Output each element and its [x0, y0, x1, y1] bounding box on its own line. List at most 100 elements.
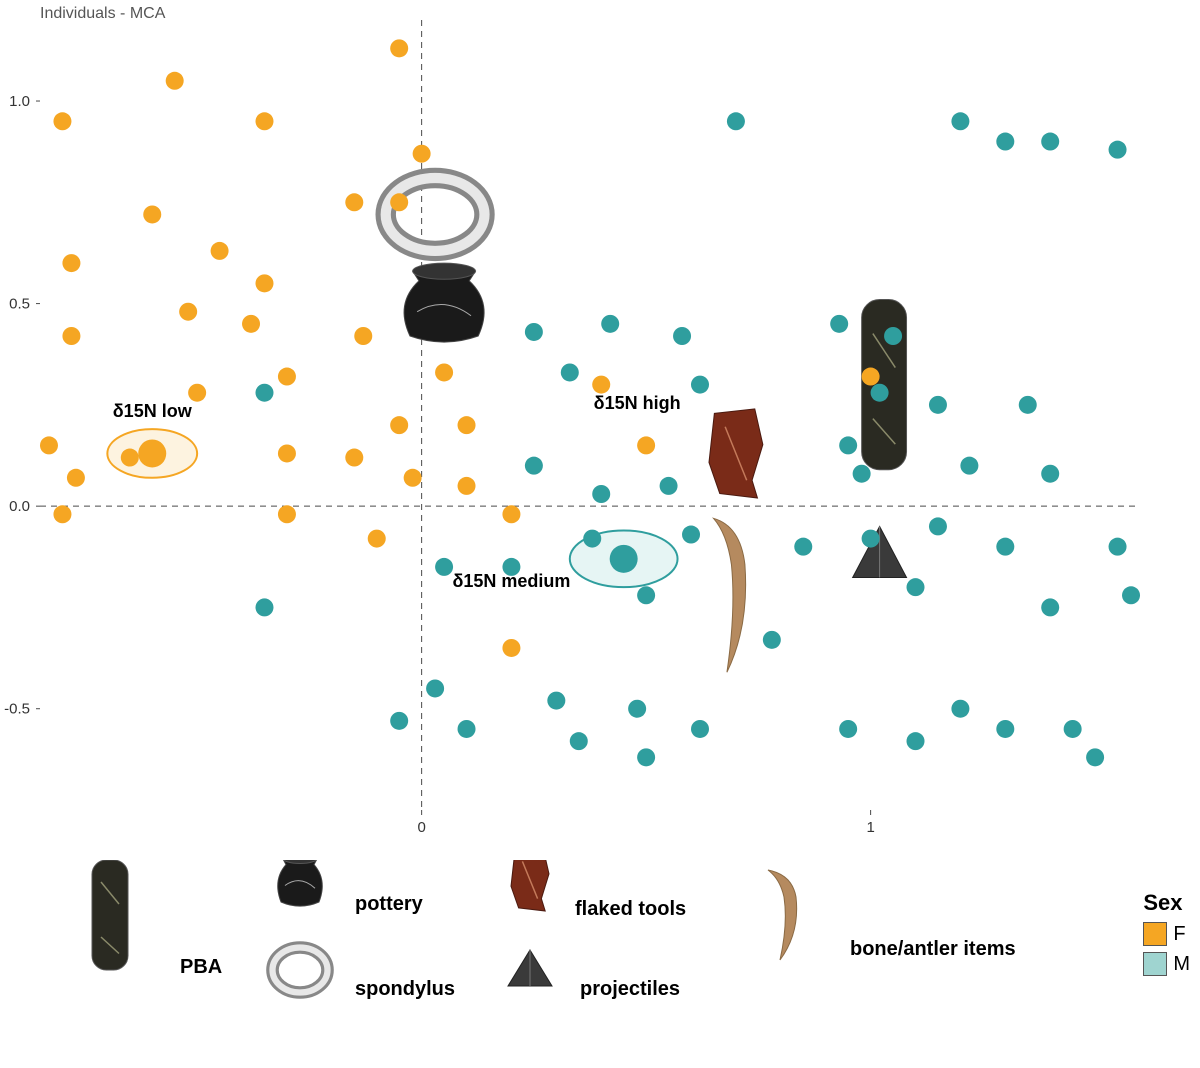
- artifact-legend: PBApotteryspondylusflaked toolsprojectil…: [40, 860, 1160, 1060]
- scatter-point: [996, 133, 1014, 151]
- legend-pba-label: PBA: [180, 956, 222, 978]
- scatter-point: [996, 720, 1014, 738]
- chart-title: Individuals - MCA: [40, 5, 166, 22]
- scatter-point: [628, 700, 646, 718]
- sex-swatch-m: [1143, 952, 1167, 976]
- scatter-point: [62, 327, 80, 345]
- sex-legend-title: Sex: [1143, 890, 1190, 916]
- scatter-point: [179, 303, 197, 321]
- scatter-point: [601, 315, 619, 333]
- scatter-point: [592, 485, 610, 503]
- scatter-point: [839, 720, 857, 738]
- legend-antler-label: bone/antler items: [850, 938, 1016, 960]
- scatter-point: [390, 39, 408, 57]
- scatter-point: [996, 538, 1014, 556]
- scatter-point: [458, 720, 476, 738]
- scatter-point: [278, 505, 296, 523]
- annotation-label: δ15N low: [113, 401, 193, 421]
- sex-swatch-f: [1143, 922, 1167, 946]
- scatter-point: [907, 578, 925, 596]
- scatter-point: [435, 363, 453, 381]
- y-tick-label: 1.0: [9, 93, 30, 110]
- scatter-point: [1041, 598, 1059, 616]
- scatter-point: [404, 469, 422, 487]
- legend-pottery-icon: [278, 860, 323, 906]
- scatter-point: [278, 368, 296, 386]
- antler-icon: [713, 518, 745, 672]
- scatter-point: [929, 396, 947, 414]
- scatter-point: [426, 679, 444, 697]
- scatter-point: [660, 477, 678, 495]
- legend-projectile-icon: [508, 950, 552, 986]
- centroid-F: [138, 439, 166, 467]
- scatter-point: [354, 327, 372, 345]
- scatter-point: [390, 416, 408, 434]
- scatter-point: [458, 416, 476, 434]
- centroid-M: [610, 545, 638, 573]
- scatter-point: [1019, 396, 1037, 414]
- legend-pba-icon: [92, 860, 128, 970]
- scatter-point: [884, 327, 902, 345]
- scatter-point: [691, 720, 709, 738]
- scatter-point: [211, 242, 229, 260]
- scatter-point: [458, 477, 476, 495]
- scatter-point: [907, 732, 925, 750]
- scatter-point: [570, 732, 588, 750]
- scatter-point: [862, 368, 880, 386]
- scatter-point: [143, 205, 161, 223]
- scatter-point: [763, 631, 781, 649]
- scatter-point: [637, 586, 655, 604]
- legend-flaked-icon: [511, 860, 549, 911]
- sex-legend-f: F: [1143, 922, 1190, 946]
- scatter-point: [862, 530, 880, 548]
- scatter-point: [951, 112, 969, 130]
- scatter-point: [67, 469, 85, 487]
- legend-flaked-label: flaked tools: [575, 898, 686, 920]
- scatter-point: [830, 315, 848, 333]
- scatter-point: [502, 639, 520, 657]
- scatter-point: [1109, 141, 1127, 159]
- sex-label-m: M: [1173, 953, 1190, 976]
- sex-legend: Sex F M: [1143, 890, 1190, 976]
- y-tick-label: 0.0: [9, 498, 30, 515]
- sex-label-f: F: [1173, 923, 1185, 946]
- scatter-point: [435, 558, 453, 576]
- flaked-icon: [709, 409, 763, 498]
- scatter-point: [691, 376, 709, 394]
- scatter-point: [166, 72, 184, 90]
- scatter-point: [1064, 720, 1082, 738]
- scatter-point: [345, 193, 363, 211]
- scatter-point: [1109, 538, 1127, 556]
- scatter-point: [727, 112, 745, 130]
- scatter-point: [592, 376, 610, 394]
- scatter-point: [871, 384, 889, 402]
- scatter-point: [390, 712, 408, 730]
- scatter-point: [40, 436, 58, 454]
- scatter-point: [413, 145, 431, 163]
- scatter-point: [839, 436, 857, 454]
- scatter-point: [525, 323, 543, 341]
- sex-legend-m: M: [1143, 952, 1190, 976]
- y-tick-label: -0.5: [4, 701, 30, 718]
- projectile-icon: [853, 526, 907, 577]
- scatter-point: [951, 700, 969, 718]
- scatter-point: [1122, 586, 1140, 604]
- scatter-point: [53, 112, 71, 130]
- pot-icon: [404, 263, 484, 342]
- legend-antler-icon: [768, 870, 797, 960]
- scatter-point: [1041, 133, 1059, 151]
- scatter-point: [502, 505, 520, 523]
- scatter-point: [368, 530, 386, 548]
- scatter-point: [1041, 465, 1059, 483]
- scatter-point: [682, 526, 700, 544]
- scatter-point: [960, 457, 978, 475]
- y-tick-label: 0.5: [9, 296, 30, 313]
- legend-spondylus-label: spondylus: [355, 978, 455, 1000]
- scatter-point: [242, 315, 260, 333]
- scatter-point: [255, 384, 273, 402]
- scatter-point: [853, 465, 871, 483]
- annotation-label: δ15N high: [594, 393, 681, 413]
- legend-projectile-label: projectiles: [580, 978, 680, 1000]
- scatter-point: [547, 692, 565, 710]
- annotation-label: δ15N medium: [452, 571, 570, 591]
